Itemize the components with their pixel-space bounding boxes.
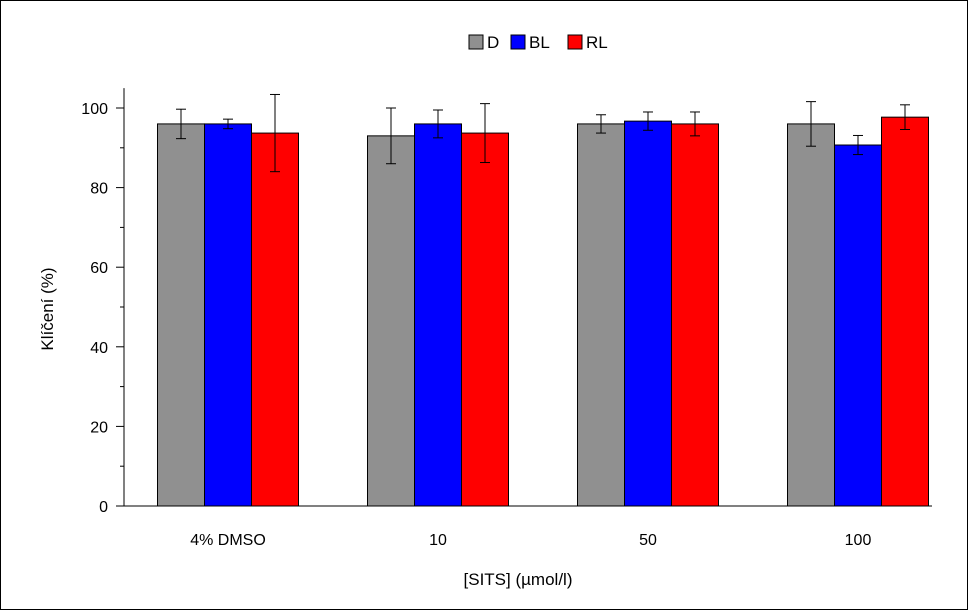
- tick-labels: 0 20 40 60 80 100 4% DMSO 10 50 100: [81, 101, 871, 549]
- bar-D-3: [787, 123, 835, 507]
- bar-RL-1: [461, 132, 509, 507]
- y-tick-label-100: 100: [81, 101, 108, 118]
- y-tick-label-20: 20: [90, 419, 108, 436]
- bar-RL-3: [881, 116, 929, 507]
- legend-swatch-D: [468, 34, 484, 50]
- x-tick-label-1: 10: [429, 532, 447, 549]
- bar-BL-1: [414, 123, 462, 507]
- bar-D-0: [157, 123, 205, 507]
- bar-BL-0: [204, 123, 252, 507]
- x-tick-label-0: 4% DMSO: [190, 532, 266, 549]
- legend: D BL RL: [468, 33, 608, 52]
- y-tick-label-60: 60: [90, 260, 108, 277]
- legend-swatch-BL: [510, 34, 526, 50]
- bars: [157, 116, 929, 507]
- y-tick-label-40: 40: [90, 340, 108, 357]
- bar-D-1: [367, 135, 415, 507]
- error-bars: [176, 93, 910, 173]
- y-axis-label: Klíčení (%): [38, 267, 57, 350]
- bar-RL-2: [671, 123, 719, 507]
- bar-BL-2: [624, 120, 672, 507]
- legend-label-BL: BL: [529, 33, 550, 52]
- y-tick-label-80: 80: [90, 181, 108, 198]
- y-tick-label-0: 0: [99, 499, 108, 516]
- bar-RL-0: [251, 132, 299, 507]
- x-axis-label: [SITS] (µmol/l): [464, 570, 573, 589]
- bar-BL-3: [834, 144, 882, 507]
- legend-label-RL: RL: [586, 33, 608, 52]
- legend-swatch-RL: [567, 34, 583, 50]
- bar-D-2: [577, 123, 625, 507]
- x-tick-label-3: 100: [845, 532, 872, 549]
- legend-label-D: D: [487, 33, 499, 52]
- x-tick-label-2: 50: [639, 532, 657, 549]
